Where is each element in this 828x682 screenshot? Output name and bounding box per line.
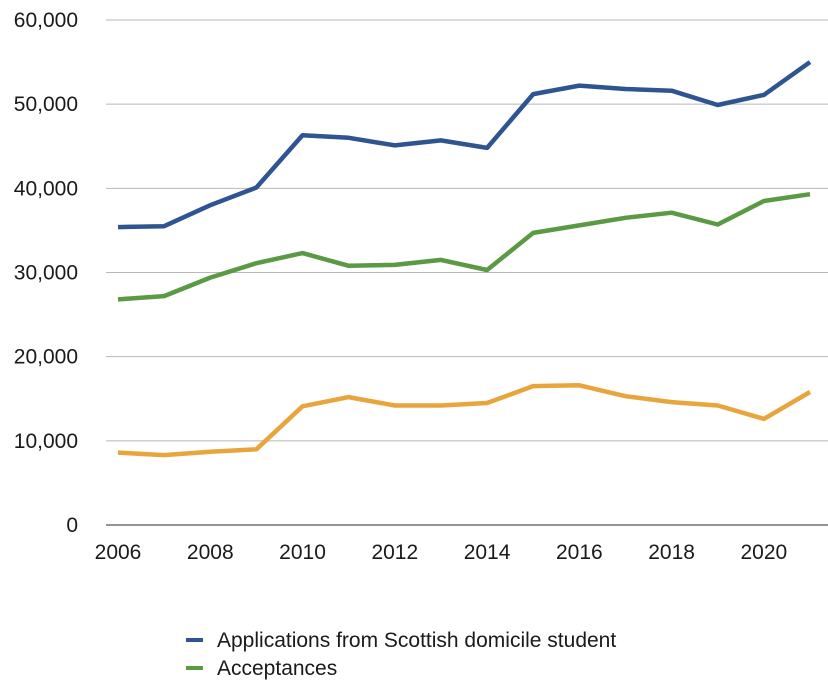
y-tick-label: 40,000 xyxy=(14,177,78,200)
legend-label: Applications from Scottish domicile stud… xyxy=(217,629,616,652)
x-tick-label: 2010 xyxy=(279,541,326,564)
y-axis-tick-labels: 0 10,000 20,000 30,000 40,000 50,000 60,000 xyxy=(14,9,78,537)
series-line-1 xyxy=(117,191,811,302)
x-tick-label: 2016 xyxy=(556,541,603,564)
legend: Applications from Scottish domicile stud… xyxy=(186,629,616,680)
y-tick-label: 50,000 xyxy=(14,93,78,116)
series-line-2 xyxy=(117,383,812,458)
series-lines xyxy=(117,60,812,458)
x-tick-label: 2014 xyxy=(464,541,511,564)
x-tick-label: 2018 xyxy=(648,541,695,564)
y-tick-label: 20,000 xyxy=(14,346,78,369)
x-axis-tick-labels: 2006 2008 2010 2012 2014 2016 2018 2020 xyxy=(95,541,788,564)
y-tick-label: 10,000 xyxy=(14,430,78,453)
x-tick-label: 2012 xyxy=(371,541,418,564)
x-tick-label: 2006 xyxy=(95,541,142,564)
y-tick-label: 30,000 xyxy=(14,262,78,285)
y-tick-label: 60,000 xyxy=(14,9,78,32)
x-tick-label: 2008 xyxy=(187,541,234,564)
y-tick-label: 0 xyxy=(66,514,78,537)
series-line-0 xyxy=(117,60,812,230)
gridlines xyxy=(106,19,828,526)
legend-label: Acceptances xyxy=(217,657,337,680)
x-tick-label: 2020 xyxy=(741,541,788,564)
